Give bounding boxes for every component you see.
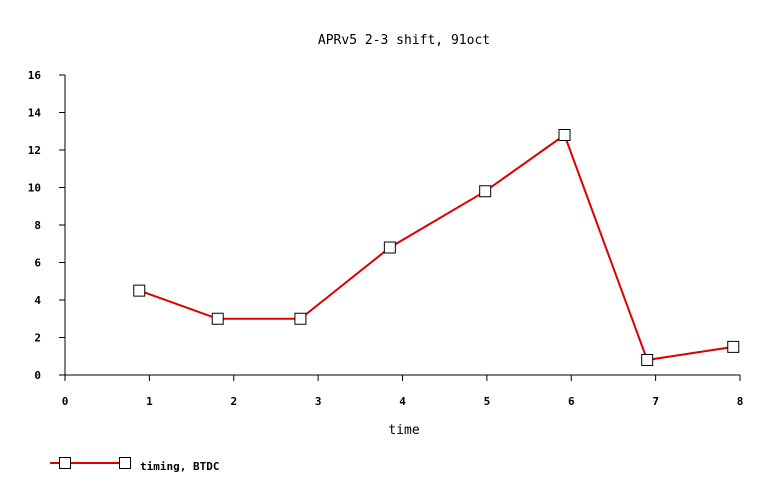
series-group (133, 129, 740, 366)
axes (59, 74, 741, 381)
y-tick-label: 8 (34, 219, 41, 232)
legend-marker (59, 457, 71, 469)
y-tick-label: 16 (28, 69, 42, 82)
x-axis-label: time (388, 423, 419, 438)
y-tick-label: 4 (34, 294, 41, 307)
x-tick-label: 6 (568, 395, 575, 408)
data-point-marker (479, 185, 492, 198)
x-tick-label: 1 (146, 395, 153, 408)
y-tick-label: 0 (34, 369, 41, 382)
series-line (138, 133, 734, 362)
data-point-marker (294, 312, 307, 325)
x-tick-label: 0 (62, 395, 69, 408)
y-tick-label: 14 (28, 107, 42, 120)
legend-label: timing, BTDC (140, 460, 219, 473)
x-tick-label: 3 (315, 395, 322, 408)
data-point-marker (727, 340, 740, 353)
x-tick-label: 8 (737, 395, 744, 408)
x-tick-label: 5 (484, 395, 491, 408)
data-point-marker (641, 354, 654, 366)
y-tick-label: 12 (28, 144, 41, 157)
data-point-marker (383, 241, 396, 254)
x-tick-label: 7 (652, 395, 659, 408)
y-tick-labels: 0 2 4 6 8 10 12 14 16 (28, 69, 42, 382)
legend: timing, BTDC (50, 457, 219, 473)
x-tick-label: 2 (230, 395, 237, 408)
x-tick-labels: 0 1 2 3 4 5 6 7 8 (62, 395, 744, 408)
legend-marker (119, 457, 131, 469)
y-tick-label: 2 (34, 332, 41, 345)
chart-title: APRv5 2-3 shift, 91oct (318, 33, 490, 48)
data-point-marker (211, 312, 224, 325)
y-tick-label: 10 (28, 182, 41, 195)
data-point-marker (133, 284, 146, 297)
x-tick-label: 4 (399, 395, 406, 408)
y-tick-label: 6 (34, 257, 41, 270)
data-point-marker (558, 129, 571, 141)
